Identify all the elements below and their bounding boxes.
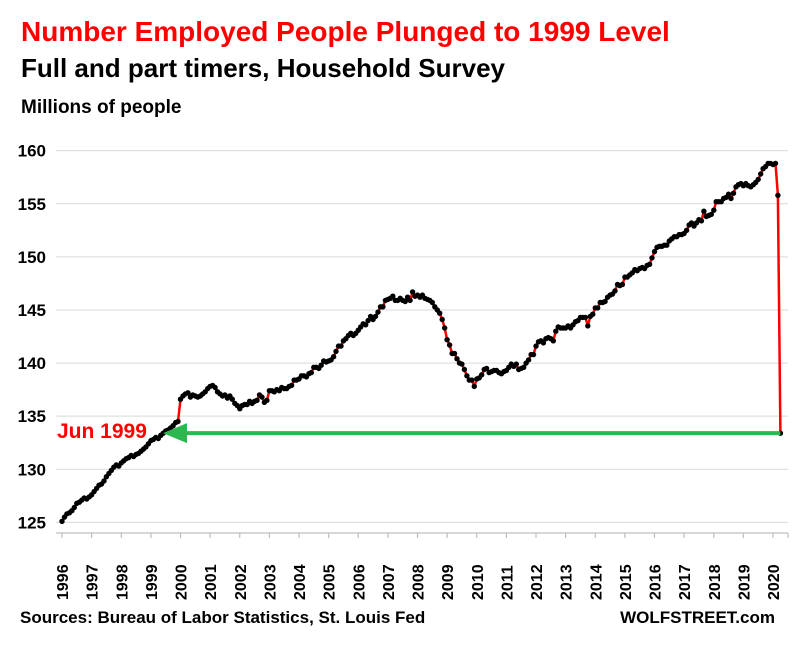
y-axis-unit-label: Millions of people [21,97,182,118]
x-tick-label: 1998 [114,564,131,600]
x-tick-label: 2013 [559,564,576,600]
x-tick-label: 2015 [618,564,635,600]
arrow-head [163,423,187,444]
x-tick-label: 2012 [529,564,546,600]
x-tick-label: 2005 [322,564,339,600]
y-tick-label: 155 [18,195,46,214]
x-tick-label: 2014 [588,564,605,600]
x-axis-tick-labels: 1996 1997 1998 1999 2000 2001 2002 2003 2004 2005… [55,564,783,600]
jun-1999-annotation-label: Jun 1999 [57,420,147,443]
y-tick-label: 140 [18,354,46,373]
x-tick-label: 2007 [381,564,398,600]
x-tick-label: 2008 [411,564,428,600]
y-axis-tick-labels: 125 130 135 140 145 150 155 160 [18,142,46,533]
employment-line [60,162,782,523]
sources-note: Sources: Bureau of Labor Statistics, St.… [20,608,426,627]
x-tick-label: 1999 [144,564,161,600]
x-tick-label: 2002 [233,564,250,600]
x-tick-label: 2009 [440,564,457,600]
x-tick-label: 2003 [262,564,279,600]
x-tick-label: 2011 [499,565,516,600]
x-axis [56,532,789,538]
x-tick-label: 2006 [351,564,368,600]
x-tick-label: 2004 [292,564,309,600]
y-tick-label: 150 [18,248,46,267]
x-tick-label: 2017 [677,564,694,600]
y-tick-label: 130 [18,460,46,479]
employment-series [59,160,784,524]
x-tick-label: 2020 [766,564,783,600]
y-tick-label: 125 [18,513,46,532]
x-tick-label: 2019 [736,564,753,600]
chart-subtitle: Full and part timers, Household Survey [21,53,505,83]
y-tick-label: 135 [18,407,46,426]
y-tick-label: 145 [18,301,46,320]
jun-1999-arrow [163,423,781,444]
x-tick-label: 1996 [55,564,72,600]
x-tick-label: 2018 [707,564,724,600]
y-tick-label: 160 [18,142,46,161]
wolfstreet-watermark: WOLFSTREET.com [620,608,775,627]
x-tick-label: 2001 [203,564,220,600]
x-tick-label: 2016 [648,564,665,600]
gridlines [56,150,788,523]
x-tick-label: 2010 [470,564,487,600]
x-tick-label: 2000 [174,564,191,600]
chart-title: Number Employed People Plunged to 1999 L… [21,16,670,47]
x-tick-label: 1997 [85,564,102,600]
